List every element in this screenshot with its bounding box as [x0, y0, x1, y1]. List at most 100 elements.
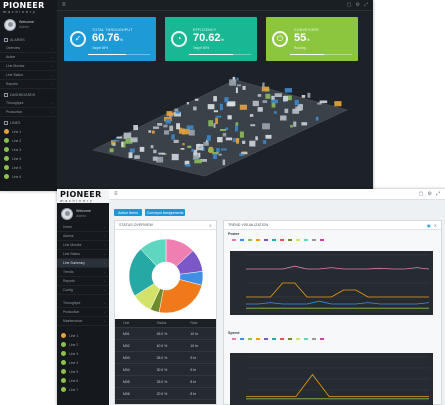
machine-block[interactable]	[294, 99, 299, 106]
table-row[interactable]: M04 30.0 % 9 hr	[115, 364, 216, 376]
machine-block[interactable]	[208, 148, 214, 153]
table-row[interactable]: M02 40.0 % 10 hr	[115, 340, 216, 352]
legend-item[interactable]	[240, 338, 245, 340]
nav-item[interactable]: Reports ›	[57, 277, 109, 286]
legend-item[interactable]	[264, 338, 269, 340]
conveyor-assignments-button[interactable]: Conveyor Assignments	[145, 209, 185, 216]
machine-block[interactable]	[191, 148, 195, 152]
machine-block[interactable]	[240, 152, 248, 155]
expand-icon[interactable]: ⤢	[363, 2, 368, 8]
machine-block[interactable]	[133, 125, 138, 131]
legend-item[interactable]	[304, 338, 309, 340]
machine-block[interactable]	[225, 127, 229, 131]
machine-block[interactable]	[271, 99, 278, 104]
machine-block[interactable]	[307, 92, 311, 98]
nav-item[interactable]: Home ›	[57, 223, 109, 232]
machine-block[interactable]	[219, 129, 226, 131]
legend-item[interactable]	[320, 239, 325, 241]
machine-block[interactable]	[315, 116, 319, 121]
machine-block[interactable]	[252, 100, 259, 107]
status-list-item[interactable]: Line 4	[57, 358, 109, 367]
gear-icon[interactable]: ⚙	[355, 2, 360, 8]
tablet-icon[interactable]: ▢	[418, 191, 424, 197]
machine-block[interactable]	[187, 145, 192, 148]
machine-block[interactable]	[239, 104, 247, 110]
table-row[interactable]: M03 35.0 % 9 hr	[115, 352, 216, 364]
machine-block[interactable]	[280, 115, 287, 121]
machine-block[interactable]	[213, 154, 217, 159]
status-list-item[interactable]: Line 3	[57, 349, 109, 358]
nav-item[interactable]: Maintenance ›	[57, 317, 109, 326]
machine-block[interactable]	[261, 86, 270, 92]
machine-block[interactable]	[206, 135, 211, 141]
machine-block[interactable]	[213, 96, 217, 102]
machine-block[interactable]	[225, 137, 233, 141]
machine-block[interactable]	[235, 87, 238, 94]
machine-block[interactable]	[173, 139, 179, 143]
machine-block[interactable]	[284, 108, 289, 114]
status-list-item[interactable]: Line 1	[57, 331, 109, 340]
machine-block[interactable]	[186, 125, 194, 130]
nav-item[interactable]: Line Summary ›	[57, 259, 109, 268]
machine-block[interactable]	[153, 126, 160, 129]
machine-block[interactable]	[263, 140, 267, 144]
legend-item[interactable]	[320, 338, 325, 340]
machine-block[interactable]	[193, 149, 198, 156]
machine-block[interactable]	[163, 124, 168, 128]
machine-block[interactable]	[112, 140, 120, 142]
legend-item[interactable]	[248, 239, 253, 241]
table-row[interactable]: M06 20.0 % 8 hr	[115, 388, 216, 400]
machine-block[interactable]	[179, 127, 182, 134]
status-list-item[interactable]: Line 2	[57, 340, 109, 349]
nav-item[interactable]: Reports ›	[0, 80, 57, 89]
machine-block[interactable]	[255, 136, 258, 141]
machine-block[interactable]	[265, 93, 271, 99]
machine-block[interactable]	[220, 148, 227, 151]
legend-item[interactable]	[280, 338, 285, 340]
machine-block[interactable]	[184, 160, 190, 166]
action-items-button[interactable]: Action Items	[114, 209, 142, 216]
legend-item[interactable]	[232, 239, 237, 241]
machine-block[interactable]	[171, 134, 175, 140]
machine-block[interactable]	[173, 112, 181, 117]
status-list-item[interactable]: Line 5	[57, 367, 109, 376]
kpi-card[interactable]: ⏻ CONVEYORS 55% Running	[266, 17, 358, 61]
machine-block[interactable]	[224, 97, 229, 103]
machine-block[interactable]	[164, 130, 170, 135]
machine-block[interactable]	[257, 94, 262, 97]
machine-block[interactable]	[186, 102, 189, 105]
nav-item[interactable]: Config ›	[57, 286, 109, 295]
nav-item[interactable]: Throughput ›	[0, 99, 57, 108]
machine-block[interactable]	[239, 131, 244, 138]
legend-item[interactable]	[256, 239, 261, 241]
nav-item[interactable]: Trends ›	[57, 268, 109, 277]
machine-block[interactable]	[156, 156, 164, 163]
machine-block[interactable]	[169, 125, 174, 132]
machine-block[interactable]	[242, 140, 246, 144]
legend-item[interactable]	[312, 338, 317, 340]
machine-block[interactable]	[262, 100, 268, 103]
menu-icon[interactable]: ≡	[62, 2, 66, 8]
machine-block[interactable]	[116, 136, 123, 139]
pie-slice[interactable]	[140, 238, 167, 267]
machine-block[interactable]	[213, 110, 218, 113]
machine-block[interactable]	[265, 134, 272, 139]
legend-item[interactable]	[280, 239, 285, 241]
expand-icon[interactable]: ⤢	[435, 191, 440, 197]
machine-block[interactable]	[188, 129, 195, 136]
machine-block[interactable]	[271, 102, 276, 108]
machine-block[interactable]	[125, 138, 133, 144]
machine-block[interactable]	[219, 103, 223, 111]
legend-item[interactable]	[288, 239, 293, 241]
machine-block[interactable]	[193, 153, 199, 160]
machine-block[interactable]	[157, 123, 163, 126]
user-profile[interactable]: Welcome Admin	[0, 14, 57, 34]
machine-block[interactable]	[199, 159, 207, 162]
nav-item[interactable]: Line Status ›	[0, 71, 57, 80]
machine-block[interactable]	[121, 141, 124, 147]
close-icon[interactable]: ✕	[208, 222, 212, 228]
machine-block[interactable]	[139, 146, 145, 152]
legend-item[interactable]	[288, 338, 293, 340]
machine-block[interactable]	[176, 123, 180, 130]
nav-item[interactable]: Active ›	[0, 53, 57, 62]
